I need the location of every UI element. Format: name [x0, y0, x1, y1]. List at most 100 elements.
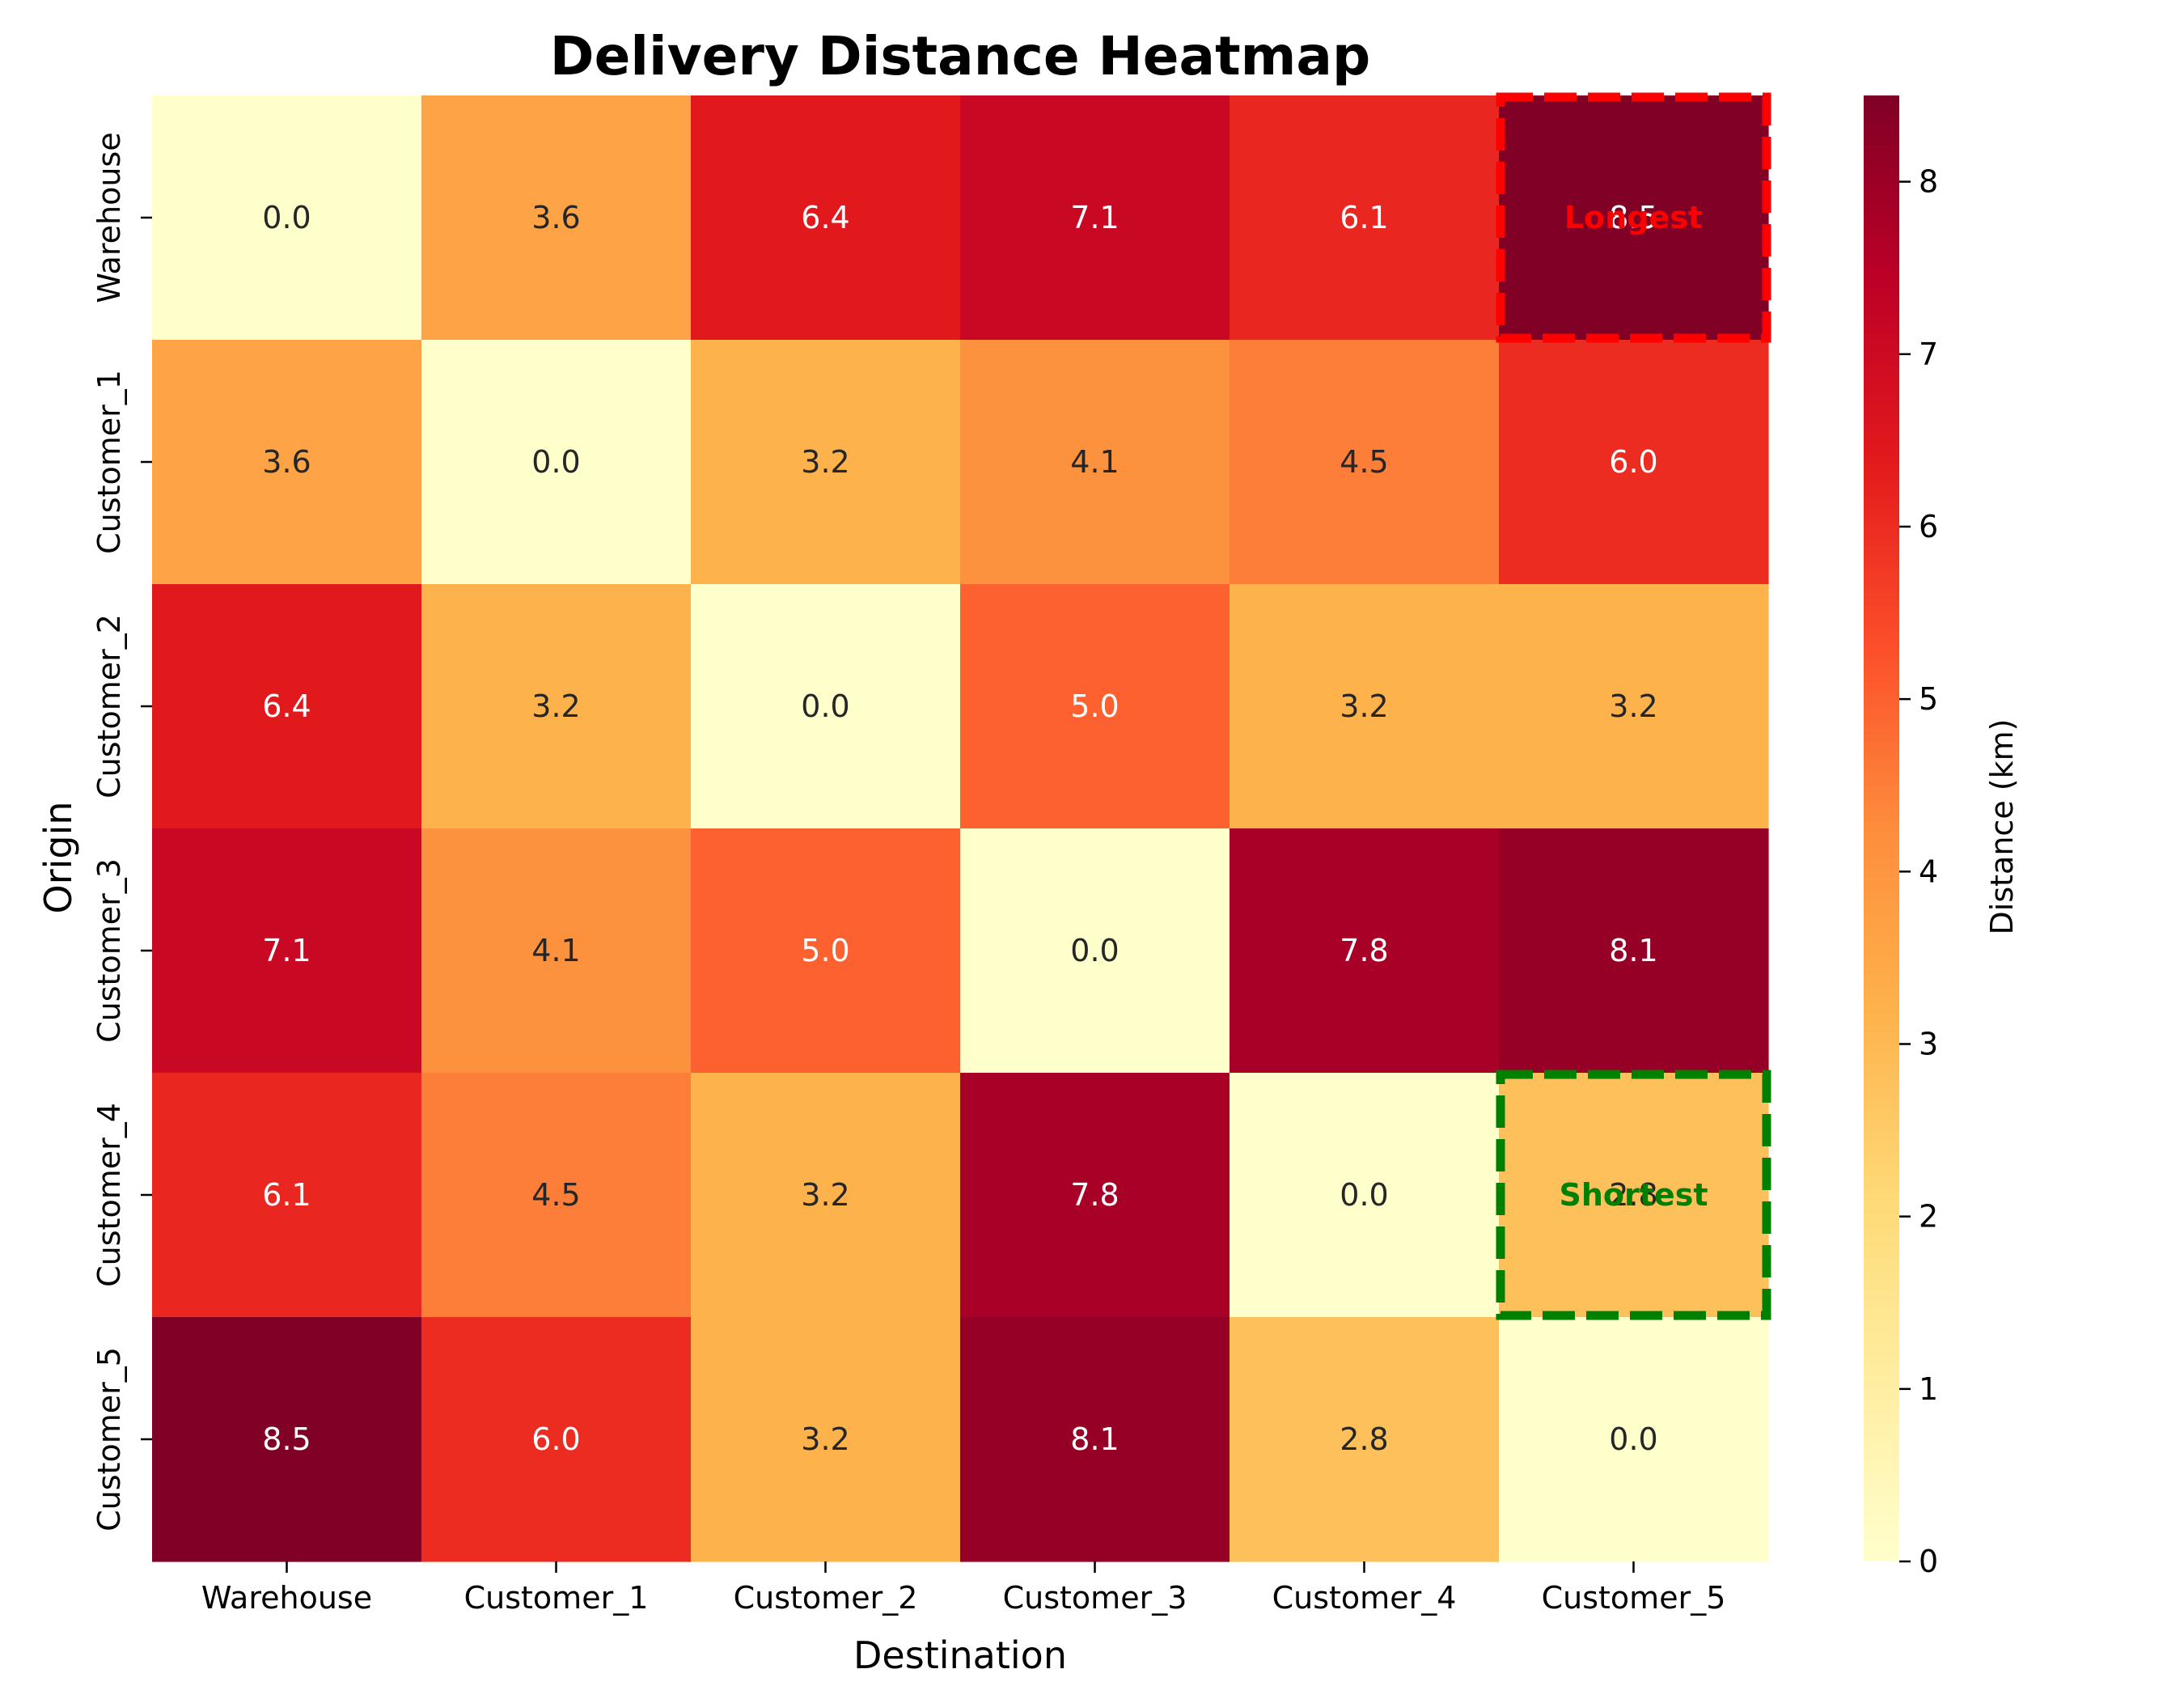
cell-value-label: 7.1	[262, 933, 311, 968]
cell-value-label: 3.2	[1609, 688, 1657, 724]
heatmap-cell	[691, 828, 961, 1074]
highlight-box	[1496, 92, 1771, 343]
x-tick-label: Customer_3	[1003, 1580, 1187, 1616]
y-tick-label: Customer_2	[91, 614, 127, 799]
cell-value-label: 3.2	[801, 1177, 849, 1213]
heatmap-cell	[691, 584, 961, 829]
cell-value-label: 3.6	[531, 200, 580, 235]
cell-value-label: 3.2	[801, 444, 849, 480]
cell-value-label: 6.0	[1609, 444, 1657, 480]
heatmap-cell	[152, 95, 422, 341]
x-axis-ticks: Warehouse Customer_1 Customer_2 Customer_3 C…	[201, 1561, 1725, 1616]
heatmap-cells	[152, 95, 1769, 1562]
chart-title: Delivery Distance Heatmap	[550, 25, 1370, 87]
heatmap-cell	[960, 584, 1230, 829]
cell-value-label: 0.0	[262, 200, 311, 235]
x-tick-label: Customer_2	[734, 1580, 918, 1616]
heatmap-cell	[1499, 340, 1769, 585]
y-tick-label: Customer_4	[91, 1103, 127, 1287]
cell-value-label: 6.1	[1340, 200, 1388, 235]
colorbar-tick-label: 3	[1919, 1026, 1938, 1061]
heatmap-cell	[960, 1073, 1230, 1318]
x-axis-label: Destination	[853, 1633, 1067, 1677]
heatmap-cell	[960, 95, 1230, 341]
heatmap-cell	[1230, 828, 1500, 1074]
heatmap-cell	[1230, 1073, 1500, 1318]
cell-value-label: 0.0	[1609, 1421, 1657, 1457]
heatmap-cell	[691, 340, 961, 585]
highlight-text: Longest	[1564, 200, 1703, 235]
cell-value-label: 3.2	[1340, 688, 1388, 724]
cell-value-label: 4.1	[1070, 444, 1119, 480]
heatmap-cell-labels: 0.0 3.6 6.4 7.1 6.1 8.5 3.6 0.0 3.2 4.1 4.5 6.0 6.4 3…	[262, 200, 1657, 1457]
heatmap-cell	[421, 584, 692, 829]
cell-value-label: 6.4	[262, 688, 311, 724]
heatmap-cell	[421, 1317, 692, 1562]
cell-value-label: 8.1	[1070, 1421, 1119, 1457]
cell-value-label: 8.5	[262, 1421, 311, 1457]
cell-value-label: 4.5	[531, 1177, 580, 1213]
highlight-box	[1496, 1070, 1771, 1320]
heatmap-cell	[691, 1073, 961, 1318]
heatmap-cell	[960, 340, 1230, 585]
colorbar-tick-label: 0	[1919, 1544, 1938, 1579]
colorbar-tick-label: 5	[1919, 681, 1938, 717]
cell-value-label: 7.8	[1340, 933, 1388, 968]
colorbar-label: Distance (km)	[1984, 719, 2020, 935]
heatmap-cell	[421, 95, 692, 341]
cell-value-label: 2.8	[1340, 1421, 1388, 1457]
cell-value-label: 6.1	[262, 1177, 311, 1213]
cell-value-label: 3.2	[801, 1421, 849, 1457]
y-axis-label: Origin	[36, 801, 80, 913]
cell-value-label: 4.5	[1340, 444, 1388, 480]
y-axis-ticks: Warehouse Customer_1 Customer_2 Customer_3 C…	[91, 132, 152, 1531]
colorbar-tick-label: 8	[1919, 164, 1938, 200]
heatmap-cell	[960, 828, 1230, 1074]
heatmap-cell	[152, 340, 422, 585]
heatmap-cell	[421, 340, 692, 585]
cell-value-label: 5.0	[801, 933, 849, 968]
colorbar-tick-label: 7	[1919, 337, 1938, 372]
colorbar-tick-label: 1	[1919, 1371, 1938, 1407]
heatmap-cell	[152, 828, 422, 1074]
heatmap-cell	[1499, 828, 1769, 1074]
cell-value-label: 6.0	[531, 1421, 580, 1457]
cell-value-label: 5.0	[1070, 688, 1119, 724]
y-tick-label: Warehouse	[91, 132, 127, 303]
highlight-callouts: Longest Shortest	[1496, 92, 1771, 1320]
heatmap-cell	[152, 584, 422, 829]
heatmap-cell	[1230, 1317, 1500, 1562]
heatmap-cell	[1230, 340, 1500, 585]
cell-value-label: 0.0	[531, 444, 580, 480]
x-tick-label: Customer_4	[1272, 1580, 1457, 1616]
cell-value-label: 8.1	[1609, 933, 1657, 968]
heatmap-cell	[152, 1073, 422, 1318]
cell-value-label: 7.8	[1070, 1177, 1119, 1213]
colorbar-tick-label: 4	[1919, 854, 1938, 889]
colorbar-tick-label: 2	[1919, 1199, 1938, 1235]
cell-value-label: 0.0	[801, 688, 849, 724]
colorbar-tick-label: 6	[1919, 509, 1938, 544]
heatmap-cell	[1499, 1317, 1769, 1562]
colorbar: 0 1 2 3 4 5 6 7 8	[1864, 95, 1938, 1579]
x-tick-label: Customer_1	[464, 1580, 649, 1616]
cell-value-label: 0.0	[1070, 933, 1119, 968]
heatmap-cell	[960, 1317, 1230, 1562]
y-tick-label: Customer_1	[91, 370, 127, 554]
cell-value-label: 3.6	[262, 444, 311, 480]
highlight-text: Shortest	[1560, 1177, 1708, 1213]
y-tick-label: Customer_5	[91, 1347, 127, 1531]
heatmap-cell	[691, 1317, 961, 1562]
heatmap-cell	[691, 95, 961, 341]
cell-value-label: 4.1	[531, 933, 580, 968]
cell-value-label: 0.0	[1340, 1177, 1388, 1213]
cell-value-label: 8.5	[1609, 200, 1657, 235]
y-tick-label: Customer_3	[91, 858, 127, 1043]
heatmap-cell	[152, 1317, 422, 1562]
heatmap-cell	[1499, 584, 1769, 829]
heatmap-cell	[421, 1073, 692, 1318]
cell-value-label: 2.8	[1609, 1177, 1657, 1213]
x-tick-label: Customer_5	[1542, 1580, 1726, 1616]
